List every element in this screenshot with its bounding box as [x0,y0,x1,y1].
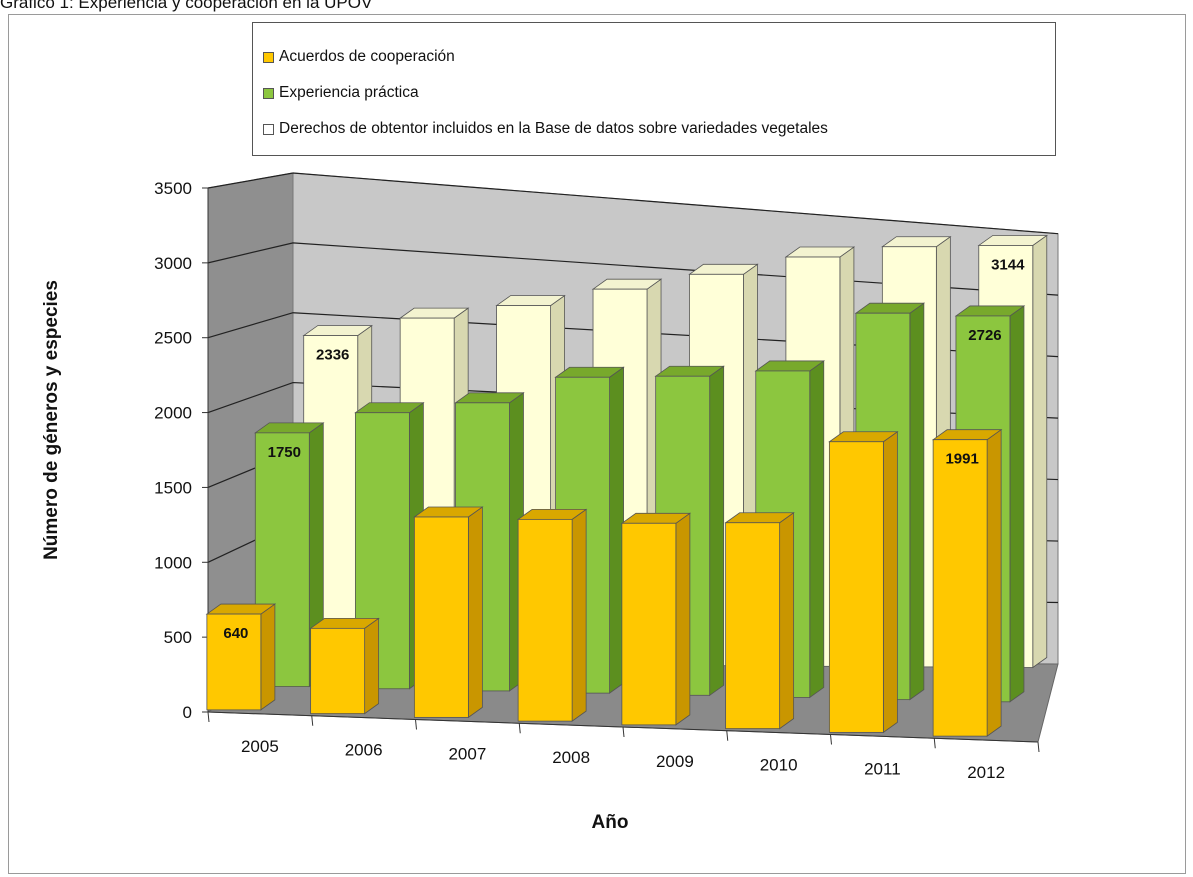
bar-side-acuerdos [571,508,587,722]
figure-caption: Gráfico 1: Experiencia y cooperación en … [0,0,373,12]
bar-side-experiencia [1009,305,1025,703]
legend-item-cooperation: Acuerdos de cooperación [263,43,455,71]
x-tick-mark [1037,741,1040,753]
legend-swatch-experience [263,87,274,99]
x-axis-title: Año [591,812,629,833]
x-tick-label: 2008 [552,748,590,767]
bar-side-experiencia [809,360,825,699]
legend-label-rights: Derechos de obtentor incluidos en la Bas… [279,120,828,137]
x-tick-label: 2012 [967,763,1005,782]
bar-side-acuerdos [779,511,795,730]
gridline [207,172,1059,235]
y-tick-label: 1500 [154,478,192,497]
y-axis-title-text: Número de géneros y especies [41,280,62,560]
y-tick-label: 3000 [154,254,192,273]
data-label: 1750 [268,444,301,461]
data-label: 3144 [991,256,1025,273]
bar-side-acuerdos [986,428,1002,737]
bar-side-acuerdos [260,603,276,711]
bar-side-acuerdos [364,617,380,715]
bar-acuerdos [517,518,573,722]
data-label: 2336 [316,347,349,364]
x-tick-mark [415,719,417,730]
legend-item-experience: Experiencia práctica [263,79,419,107]
x-tick-label: 2010 [760,756,798,775]
bar-acuerdos [310,627,366,715]
bar-side-experiencia [709,365,725,697]
y-tick-label: 2500 [154,329,192,348]
bar-side-acuerdos [882,430,898,734]
bar-acuerdos [206,613,262,711]
x-tick-mark [933,738,936,749]
legend-item-rights: Derechos de obtentor incluidos en la Bas… [263,115,828,143]
bar-acuerdos [828,441,884,733]
x-tick-mark [622,726,625,738]
bar-side-acuerdos [467,506,483,719]
x-tick-label: 2007 [448,744,486,763]
legend-label-experience: Experiencia práctica [279,84,419,101]
y-tick-label: 1000 [154,553,192,572]
chart-legend: Acuerdos de cooperación Experiencia prác… [252,22,1056,156]
legend-swatch-rights [263,123,274,135]
x-tick-label: 2005 [241,737,279,756]
x-tick-mark [207,711,210,723]
data-label: 2726 [968,327,1001,344]
x-tick-mark [311,715,314,726]
x-tick-label: 2006 [345,741,383,760]
y-tick-label: 3500 [154,179,192,198]
x-tick-mark [518,723,521,734]
bar-acuerdos [413,516,469,718]
bar-acuerdos [621,522,677,726]
y-tick-label: 0 [183,703,192,722]
bar-side-acuerdos [675,512,691,726]
legend-swatch-cooperation [263,51,274,63]
data-label: 1991 [945,451,978,468]
x-tick-mark [830,734,832,745]
y-tick-label: 2000 [154,404,192,423]
legend-label-cooperation: Acuerdos de cooperación [279,48,455,65]
x-tick-label: 2011 [864,759,901,778]
bar-acuerdos [725,522,781,730]
x-tick-label: 2009 [656,752,694,771]
bar-acuerdos [932,439,988,737]
bar-side-experiencia [909,302,925,701]
y-tick-label: 500 [164,628,192,647]
data-label: 640 [223,625,248,642]
bar-side-derechos [1032,234,1048,669]
x-tick-mark [726,730,729,741]
